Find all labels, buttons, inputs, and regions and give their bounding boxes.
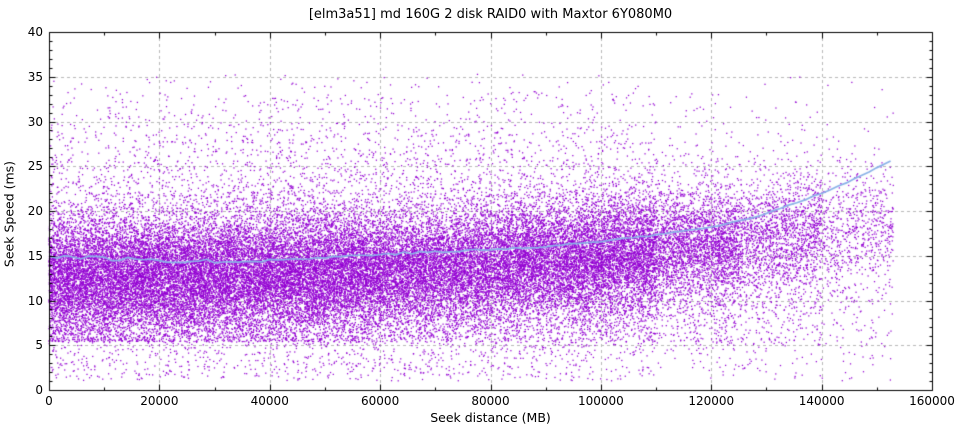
y-tick-label: 30 <box>27 114 43 129</box>
y-tick-label: 0 <box>35 383 43 397</box>
x-tick-label: 40000 <box>250 394 289 408</box>
y-tick-label: 10 <box>27 293 43 308</box>
x-tick-label: 60000 <box>361 394 400 408</box>
x-tick-label: 160000 <box>909 394 955 408</box>
x-tick-label: 120000 <box>688 394 735 408</box>
y-tick-label: 25 <box>27 159 43 174</box>
x-tick-label: 0 <box>45 394 53 408</box>
chart-title: [elm3a51] md 160G 2 disk RAID0 with Maxt… <box>308 7 673 22</box>
y-tick-label: 15 <box>27 248 43 263</box>
x-tick-label: 80000 <box>471 394 510 408</box>
x-tick-label: 140000 <box>798 394 845 408</box>
x-tick-label: 100000 <box>577 394 624 408</box>
y-tick-label: 35 <box>27 69 43 84</box>
y-tick-label: 5 <box>35 338 43 353</box>
x-axis-label: Seek distance (MB) <box>430 410 551 425</box>
y-tick-label: 40 <box>27 25 43 39</box>
x-tick-label: 20000 <box>140 394 179 408</box>
y-tick-label: 20 <box>27 204 43 218</box>
